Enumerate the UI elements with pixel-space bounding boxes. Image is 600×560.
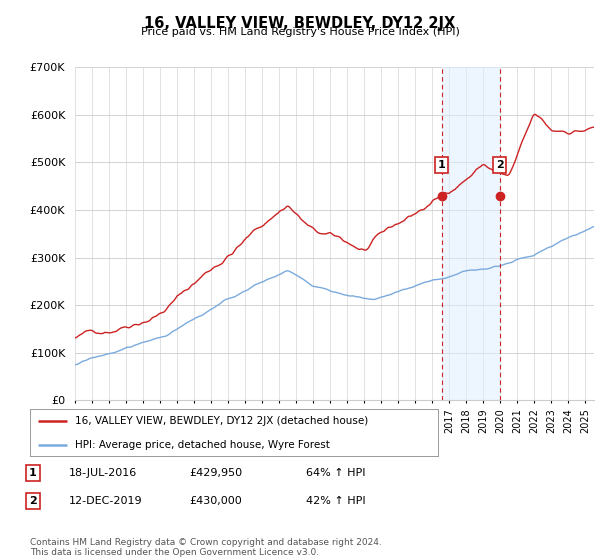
Text: 16, VALLEY VIEW, BEWDLEY, DY12 2JX: 16, VALLEY VIEW, BEWDLEY, DY12 2JX [145,16,455,31]
Text: 18-JUL-2016: 18-JUL-2016 [69,468,137,478]
Text: 1: 1 [437,160,445,170]
Text: 64% ↑ HPI: 64% ↑ HPI [306,468,365,478]
Text: Contains HM Land Registry data © Crown copyright and database right 2024.
This d: Contains HM Land Registry data © Crown c… [30,538,382,557]
Bar [442,67,500,400]
Text: Price paid vs. HM Land Registry's House Price Index (HPI): Price paid vs. HM Land Registry's House … [140,27,460,37]
Text: 1: 1 [29,468,37,478]
Text: £430,000: £430,000 [189,496,242,506]
Text: 16, VALLEY VIEW, BEWDLEY, DY12 2JX (detached house): 16, VALLEY VIEW, BEWDLEY, DY12 2JX (deta… [75,416,368,426]
Text: 2: 2 [29,496,37,506]
Text: HPI: Average price, detached house, Wyre Forest: HPI: Average price, detached house, Wyre… [75,440,330,450]
Text: £429,950: £429,950 [189,468,242,478]
Text: 42% ↑ HPI: 42% ↑ HPI [306,496,365,506]
Text: 2: 2 [496,160,503,170]
Text: 12-DEC-2019: 12-DEC-2019 [69,496,143,506]
